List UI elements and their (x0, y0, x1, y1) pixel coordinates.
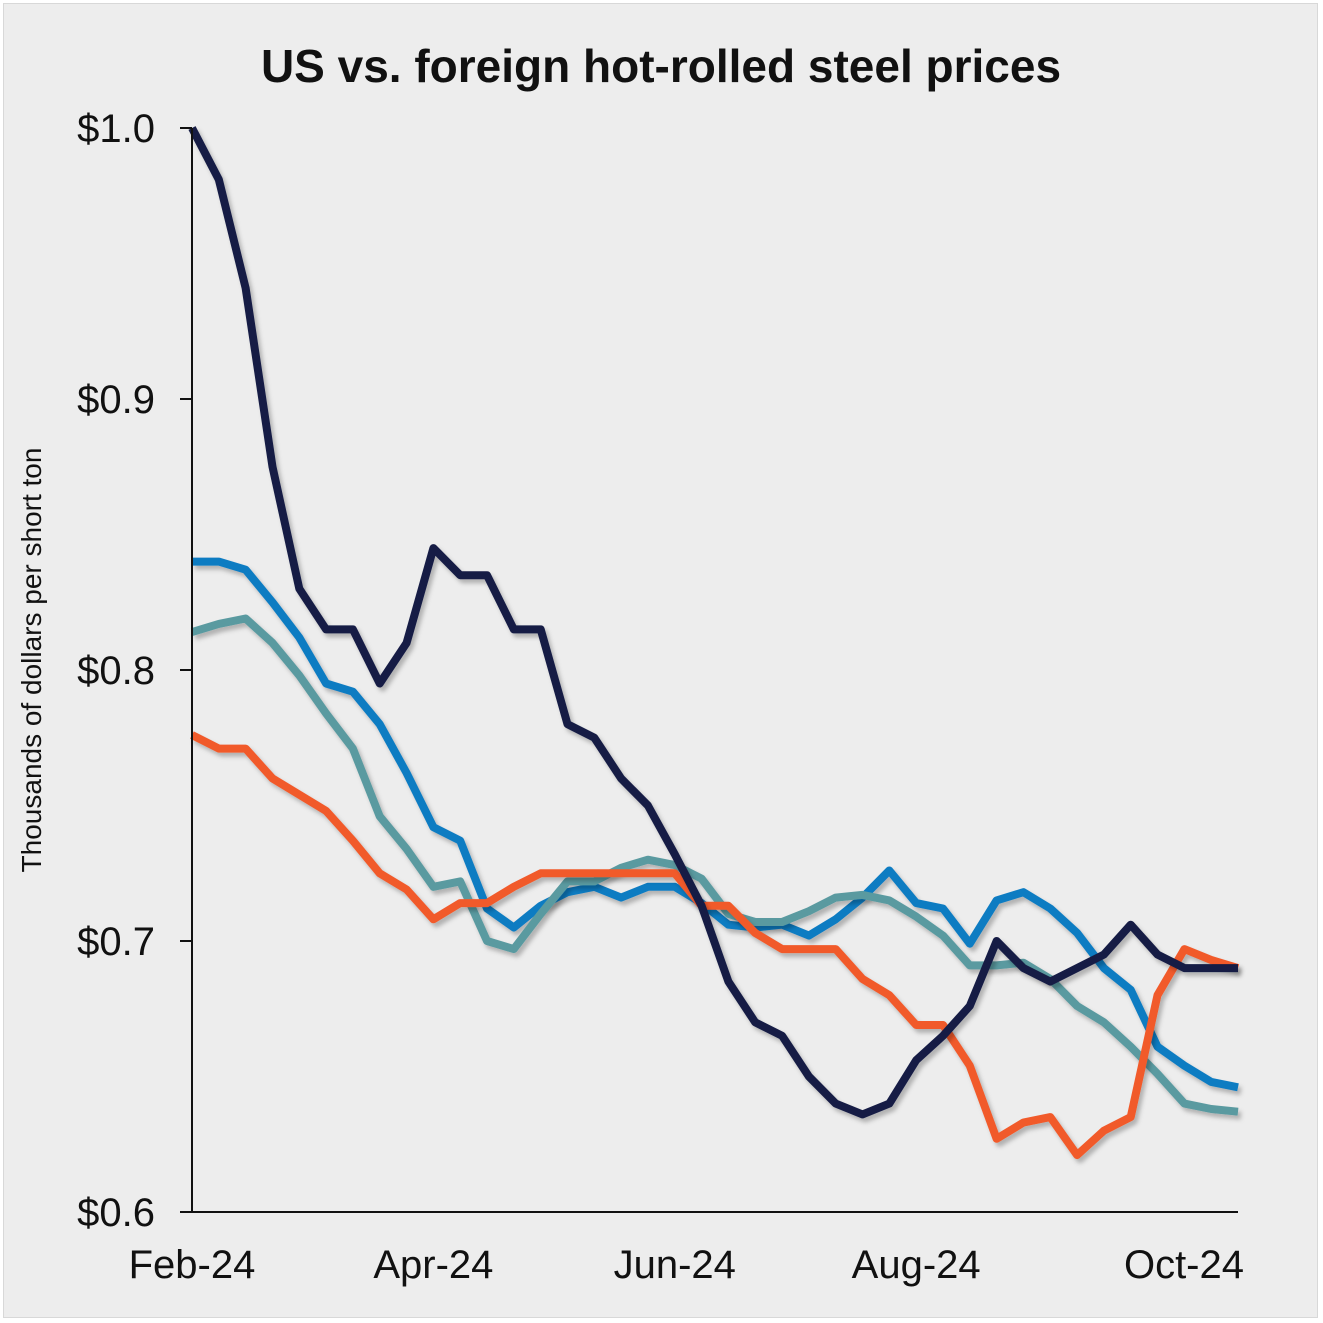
x-tick-label: Feb-24 (129, 1243, 256, 1287)
y-tick-label: $1.0 (77, 107, 155, 151)
x-tick-label: Apr-24 (373, 1243, 493, 1287)
x-tick-label: Aug-24 (852, 1243, 981, 1287)
series-line-4 (188, 126, 1238, 1119)
y-tick-label: $0.6 (77, 1191, 155, 1235)
x-tick-label: Oct-24 (1124, 1243, 1244, 1287)
series-line-2 (190, 614, 1239, 1116)
y-tick-label: $0.7 (77, 920, 155, 964)
x-tick-labels: Feb-24 Apr-24 Jun-24 Aug-24 Oct-24 (129, 1243, 1244, 1287)
x-tick-label: Jun-24 (614, 1243, 736, 1287)
y-axis-label: Thousands of dollars per short ton (16, 448, 47, 873)
y-tick-label: $0.9 (77, 378, 155, 422)
series-layer (188, 126, 1240, 1160)
chart-frame (3, 3, 1318, 1318)
y-tick-labels: $0.6 $0.7 $0.8 $0.9 $1.0 (77, 107, 192, 1235)
series-line-1 (192, 557, 1239, 1092)
y-tick-label: $0.8 (77, 649, 155, 693)
chart-title: US vs. foreign hot-rolled steel prices (261, 40, 1061, 92)
axes-layer (191, 128, 1238, 1213)
series-line-3 (190, 731, 1240, 1160)
